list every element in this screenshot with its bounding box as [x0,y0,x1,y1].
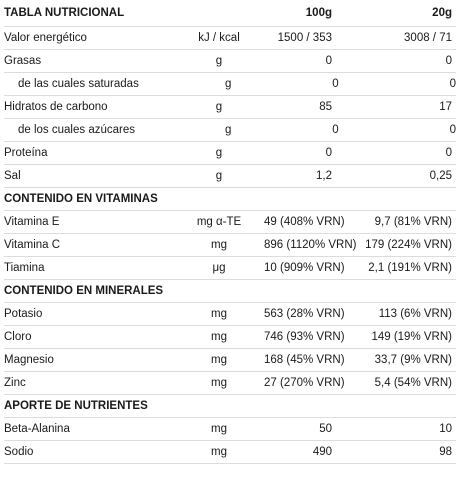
table-title: TABLA NUTRICIONAL [4,7,125,19]
column-header-100g: 100g [305,7,332,19]
column-header-20g: 20g [432,7,452,19]
row-value-100g: 1500 / 353 [277,32,332,44]
row-value-100g: 0 [325,147,332,159]
section-header-minerals: CONTENIDO EN MINERALES [4,280,456,303]
table-row: Vitamina E mg α-TE 49 (408% VRN) 9,7 (81… [4,211,456,234]
row-value-100g: 563 (28% VRN) [264,308,345,320]
row-value-100g: 50 [319,423,332,435]
row-value-100g: 0 [332,78,339,90]
row-unit: mg [211,239,227,251]
row-value-20g: 0,25 [429,170,452,182]
table-row: de las cuales saturadas g 0 0 [4,73,456,96]
table-row: Vitamina C mg 896 (1120% VRN) 179 (224% … [4,234,456,257]
row-name: Beta-Alanina [4,423,70,435]
row-unit: g [224,78,232,90]
row-value-20g: 33,7 (9% VRN) [374,354,452,366]
row-value-100g: 896 (1120% VRN) [264,239,357,251]
table-header: TABLA NUTRICIONAL 100g 20g [4,0,456,27]
row-name: Tiamina [4,262,45,274]
row-unit: mg [211,354,227,366]
row-name: Grasas [4,55,42,67]
table-row: Beta-Alanina mg 50 10 [4,418,456,441]
section-header-vitamins: CONTENIDO EN VITAMINAS [4,188,456,211]
row-value-100g: 49 (408% VRN) [264,216,345,228]
row-value-20g: 0 [445,55,452,67]
row-unit: g [215,170,223,182]
section-title: CONTENIDO EN MINERALES [4,285,164,297]
row-unit: g [215,147,223,159]
row-name: Magnesio [4,354,54,366]
section-title: CONTENIDO EN VITAMINAS [4,193,158,205]
row-value-100g: 27 (270% VRN) [264,377,345,389]
row-value-100g: 0 [325,55,332,67]
table-row: Proteína g 0 0 [4,142,456,165]
row-value-20g: 179 (224% VRN) [365,239,452,251]
row-value-20g: 10 [439,423,452,435]
table-row: Zinc mg 27 (270% VRN) 5,4 (54% VRN) [4,372,456,395]
row-value-20g: 98 [439,446,452,458]
table-row: de los cuales azúcares g 0 0 [4,119,456,142]
row-unit: mg [211,423,227,435]
row-name: Zinc [4,377,26,389]
section-title: APORTE DE NUTRIENTES [4,400,148,412]
row-value-100g: 746 (93% VRN) [264,331,345,343]
row-unit: g [215,101,223,113]
table-row: Grasas g 0 0 [4,50,456,73]
row-name: Vitamina C [4,239,61,251]
table-row: Cloro mg 746 (93% VRN) 149 (19% VRN) [4,326,456,349]
row-name: Proteína [4,147,48,159]
table-row: Valor energético kJ / kcal 1500 / 353 30… [4,27,456,50]
row-value-100g: 85 [319,101,332,113]
row-value-100g: 490 [312,446,332,458]
row-name: Vitamina E [4,216,60,228]
nutrition-table: TABLA NUTRICIONAL 100g 20g Valor energét… [4,0,456,464]
row-name: Valor energético [4,32,87,44]
row-value-20g: 113 (6% VRN) [378,308,452,320]
row-value-20g: 0 [449,124,456,136]
row-unit: g [224,124,232,136]
row-value-20g: 0 [445,147,452,159]
row-unit: mg [211,446,227,458]
row-unit: g [215,55,223,67]
row-name: Potasio [4,308,43,320]
row-value-20g: 9,7 (81% VRN) [374,216,452,228]
table-row: Hidratos de carbono g 85 17 [4,96,456,119]
row-unit: μg [212,262,226,274]
row-unit: mg α-TE [196,216,242,228]
row-value-20g: 2,1 (191% VRN) [368,262,452,274]
table-row: Sal g 1,2 0,25 [4,165,456,188]
section-header-nutrients: APORTE DE NUTRIENTES [4,395,456,418]
row-unit: kJ / kcal [198,32,240,44]
row-value-100g: 1,2 [316,170,332,182]
row-name: de las cuales saturadas [18,78,139,90]
row-value-20g: 0 [449,78,456,90]
table-row: Tiamina μg 10 (909% VRN) 2,1 (191% VRN) [4,257,456,280]
row-name: Hidratos de carbono [4,101,108,113]
row-unit: mg [211,331,227,343]
row-value-20g: 149 (19% VRN) [371,331,452,343]
table-row: Potasio mg 563 (28% VRN) 113 (6% VRN) [4,303,456,326]
row-name: Sodio [4,446,34,458]
row-value-100g: 168 (45% VRN) [264,354,345,366]
row-name: de los cuales azúcares [18,124,135,136]
row-unit: mg [211,308,227,320]
row-value-20g: 5,4 (54% VRN) [374,377,452,389]
row-value-20g: 17 [439,101,452,113]
row-name: Cloro [4,331,32,343]
row-name: Sal [4,170,21,182]
row-value-100g: 0 [332,124,339,136]
table-row: Sodio mg 490 98 [4,441,456,464]
table-row: Magnesio mg 168 (45% VRN) 33,7 (9% VRN) [4,349,456,372]
row-value-100g: 10 (909% VRN) [264,262,345,274]
row-unit: mg [211,377,227,389]
row-value-20g: 3008 / 71 [404,32,452,44]
